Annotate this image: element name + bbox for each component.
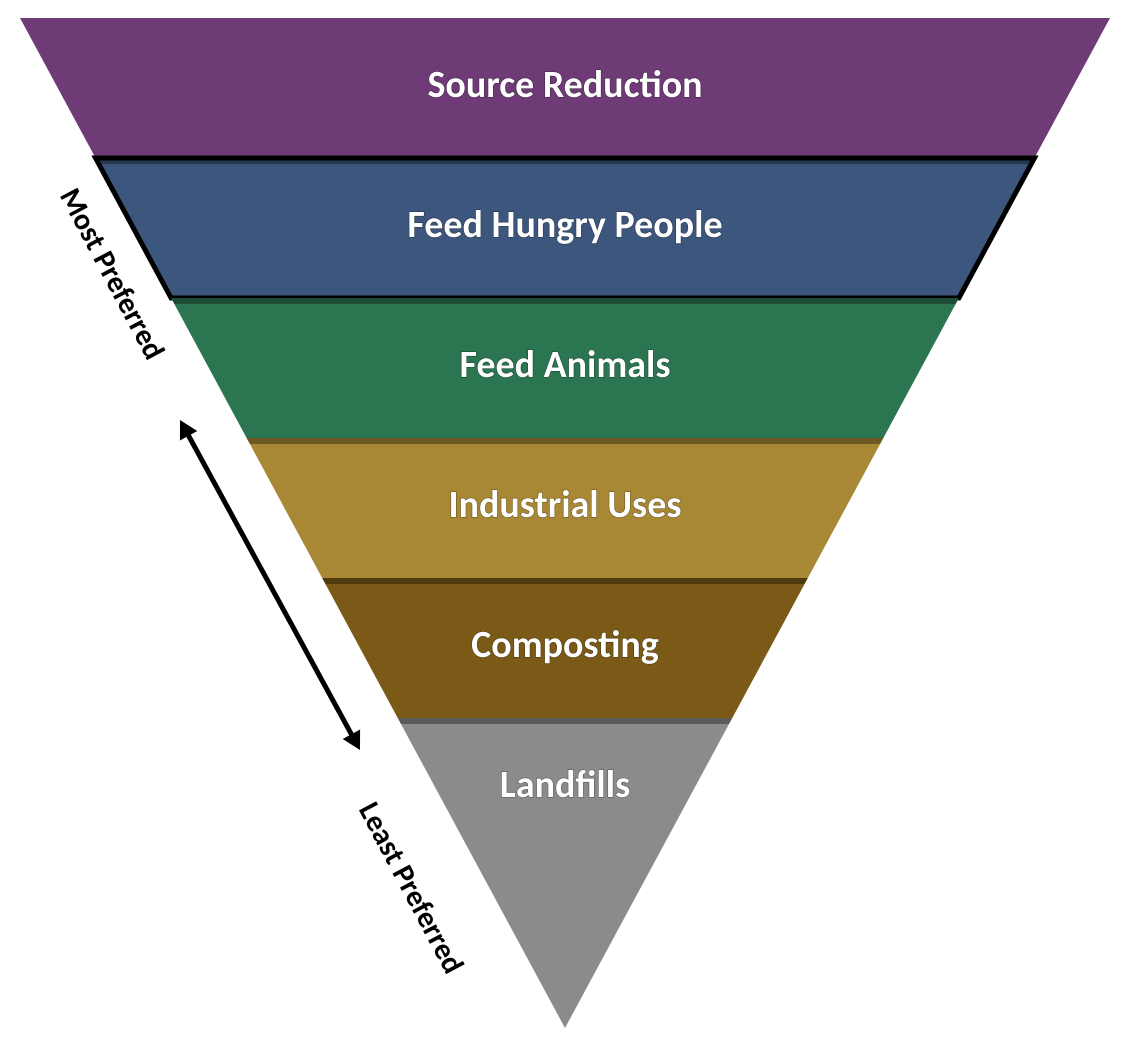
pyramid-band: Source Reduction <box>20 18 1110 158</box>
band-label: Feed Hungry People <box>407 202 722 248</box>
band-shadow <box>247 438 884 444</box>
band-shadow <box>171 298 959 304</box>
band-label: Feed Animals <box>459 342 670 388</box>
band-label: Source Reduction <box>427 62 702 108</box>
pyramid-band: Composting <box>322 578 808 718</box>
pyramid-band: Industrial Uses <box>247 438 884 578</box>
axis-label-least: Least Preferred <box>350 796 471 980</box>
band-shadow <box>398 718 733 724</box>
pyramid-band: Feed Animals <box>171 298 959 438</box>
band-shadow <box>322 578 808 584</box>
pyramid: Source Reduction Feed Hungry People Feed A… <box>20 18 1110 1028</box>
band-label: Industrial Uses <box>449 482 682 528</box>
pyramid-band: Feed Hungry People <box>96 158 1035 298</box>
pyramid-band: Landfills <box>398 718 733 1028</box>
band-label: Landfills <box>500 762 631 808</box>
band-label: Composting <box>471 622 659 668</box>
